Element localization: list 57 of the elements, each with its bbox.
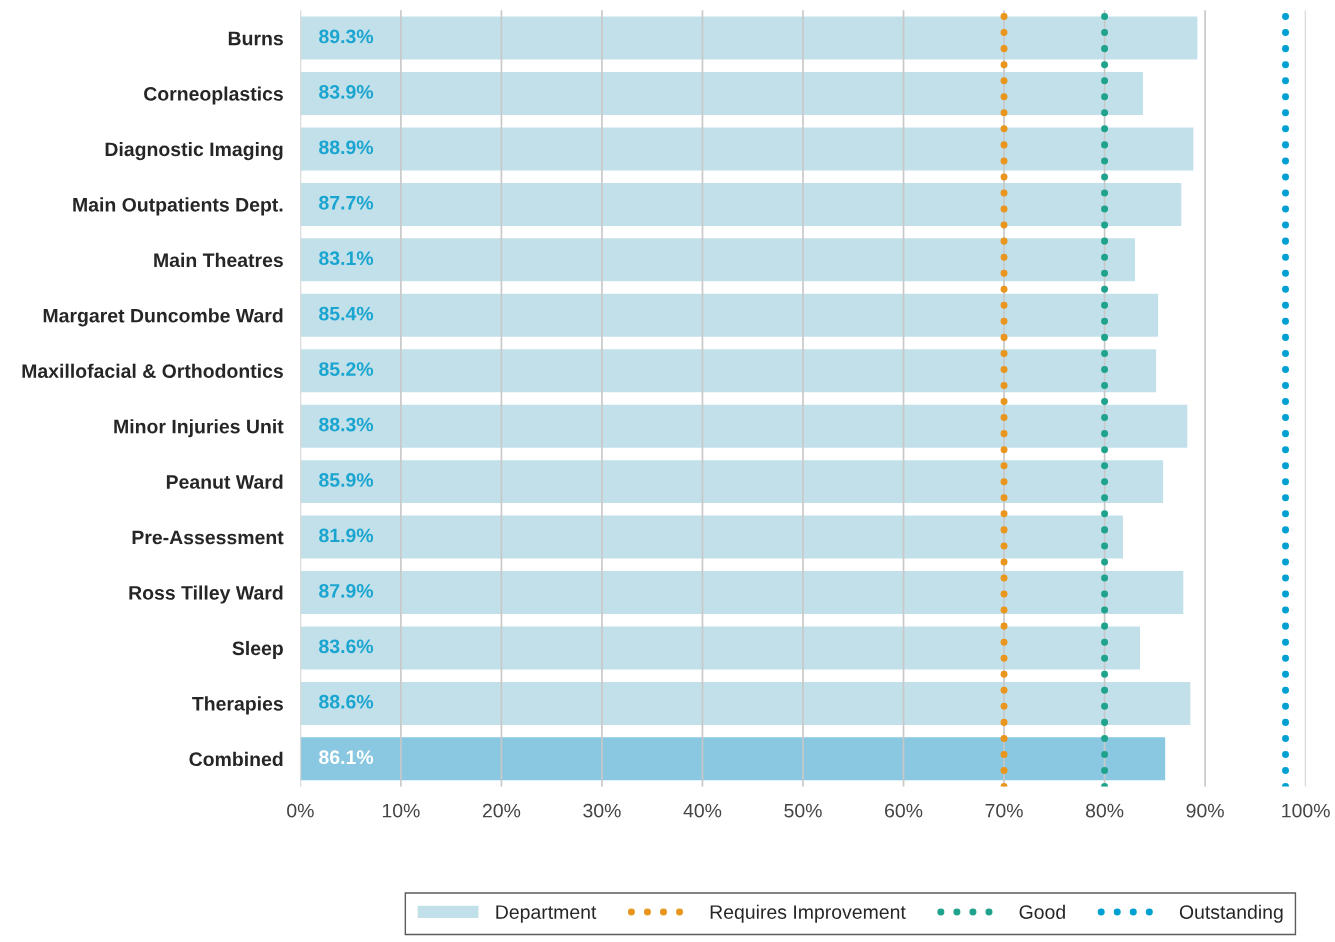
- y-tick-label: Corneoplastics: [144, 86, 283, 105]
- x-tick-label: 60%: [885, 803, 923, 818]
- data-label: 83.9%: [319, 84, 374, 99]
- data-label: 83.6%: [319, 639, 374, 654]
- bar: [300, 514, 1125, 560]
- legend-label: Outstanding: [1179, 904, 1283, 923]
- data-label: 88.6%: [319, 694, 374, 709]
- bar: [300, 292, 1160, 339]
- bar: [300, 680, 1192, 727]
- bar: [300, 347, 1158, 394]
- x-tick-label: 90%: [1186, 803, 1224, 818]
- y-tick-label: Diagnostic Imaging: [105, 141, 283, 161]
- bar: [300, 625, 1142, 671]
- data-label: 88.3%: [319, 417, 374, 432]
- bar: [300, 70, 1145, 117]
- x-tick-label: 0%: [287, 803, 314, 818]
- x-tick-label: 80%: [1085, 803, 1124, 818]
- x-tick-label: 70%: [985, 803, 1023, 818]
- x-tick-label: 50%: [784, 803, 822, 818]
- legend-label: Good: [1019, 904, 1065, 919]
- data-label: 83.1%: [319, 251, 374, 266]
- x-tick-label: 100%: [1282, 803, 1330, 818]
- data-label: 85.2%: [319, 362, 374, 376]
- data-label: 87.9%: [319, 583, 374, 598]
- data-label: 87.7%: [319, 195, 374, 210]
- bar: [300, 126, 1195, 172]
- legend-label: Department: [496, 905, 597, 923]
- bar: [300, 569, 1185, 616]
- x-tick-label: 10%: [382, 803, 420, 818]
- y-tick-label: Margaret Duncombe Ward: [43, 308, 283, 327]
- data-label: 86.1%: [319, 750, 374, 765]
- data-label: 89.3%: [319, 29, 374, 44]
- y-tick-label: Minor Injuries Unit: [114, 419, 284, 438]
- y-tick-label: Sleep: [232, 640, 283, 660]
- bar: [300, 181, 1183, 228]
- data-label: 85.9%: [319, 473, 374, 487]
- y-tick-label: Ross Tilley Ward: [129, 585, 283, 604]
- bar: [300, 403, 1189, 450]
- y-tick-label: Burns: [228, 31, 283, 46]
- y-tick-label: Peanut Ward: [166, 474, 283, 489]
- x-tick-label: 20%: [482, 803, 521, 818]
- y-tick-label: Pre-Assessment: [132, 530, 284, 545]
- x-tick-label: 40%: [683, 803, 722, 818]
- data-label: 81.9%: [319, 528, 374, 543]
- bar: [300, 735, 1167, 782]
- legend-label: Requires Improvement: [710, 904, 906, 923]
- y-tick-label: Maxillofacial & Orthodontics: [22, 363, 283, 378]
- x-tick-label: 30%: [583, 803, 621, 818]
- y-tick-label: Main Theatres: [154, 252, 283, 268]
- data-label: 88.9%: [319, 140, 374, 155]
- bar: [300, 458, 1165, 505]
- y-tick-label: Combined: [189, 751, 283, 767]
- bar: [300, 236, 1137, 283]
- y-tick-label: Main Outpatients Dept.: [73, 197, 283, 216]
- bar: [300, 15, 1199, 61]
- data-label: 85.4%: [319, 306, 374, 321]
- y-tick-label: Therapies: [192, 696, 283, 715]
